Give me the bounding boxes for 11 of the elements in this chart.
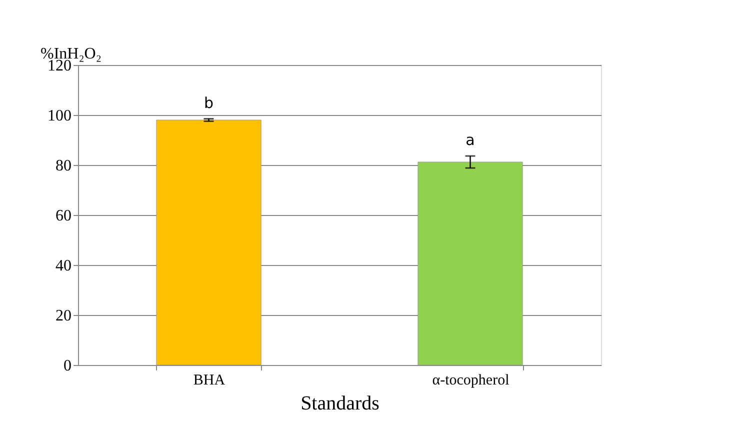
x-tick-label: BHA (193, 372, 226, 388)
y-tick-label: 100 (48, 108, 72, 124)
y-tick-label: 20 (56, 308, 72, 324)
annotation: a (466, 131, 475, 149)
annotation: b (204, 94, 214, 112)
y-tick-label: 40 (56, 258, 72, 274)
x-tick-label: α-tocopherol (432, 372, 510, 388)
x-axis-title: Standards (300, 392, 380, 414)
y-tick-label: 60 (56, 208, 72, 224)
y-tick-label: 0 (64, 358, 72, 374)
y-tick-label: 80 (56, 158, 72, 174)
